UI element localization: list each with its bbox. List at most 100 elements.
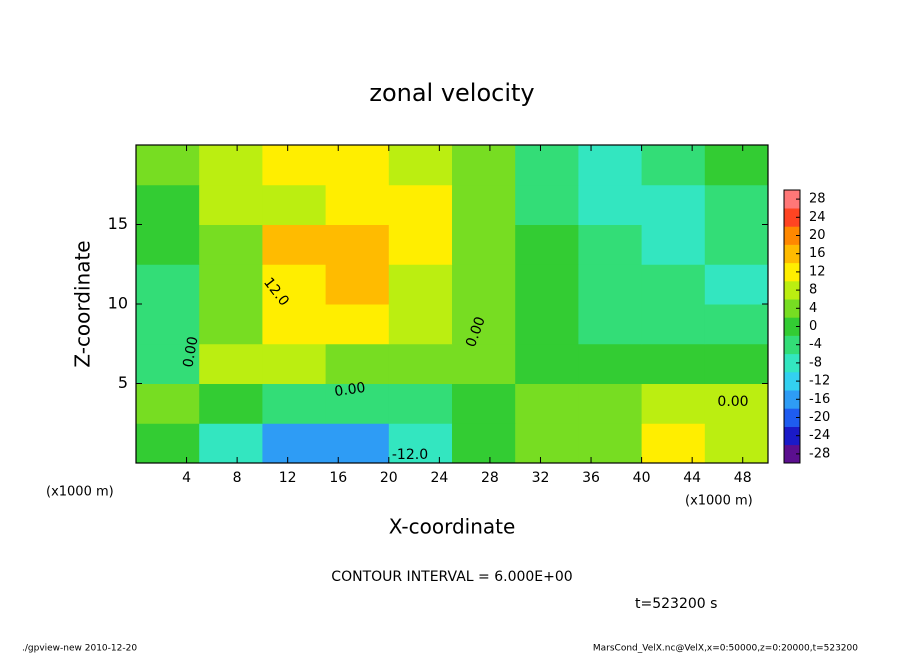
colorbar-tick-label: 0: [809, 319, 817, 334]
colorbar-tick-label: -20: [809, 410, 830, 425]
heatmap-cell: [578, 343, 643, 384]
heatmap-cell: [325, 383, 390, 424]
x-tick-label: 28: [481, 470, 499, 486]
colorbar-band: [784, 190, 800, 209]
x-tick-label: 40: [633, 470, 651, 486]
x-tick-label: 44: [683, 470, 701, 486]
colorbar-tick-label: -12: [809, 374, 830, 389]
heatmap-cell: [136, 304, 200, 345]
heatmap-cell: [578, 264, 643, 305]
colorbar-band: [784, 408, 800, 427]
x-tick-label: 20: [380, 470, 398, 486]
colorbar-tick-label: -16: [809, 392, 830, 407]
heatmap-cell: [704, 224, 769, 265]
heatmap-cell: [578, 304, 643, 345]
heatmap-cell: [388, 343, 453, 384]
footer-left: ./gpview-new 2010-12-20: [22, 644, 137, 654]
x-tick-label: 16: [329, 470, 347, 486]
colorbar-tick-label: -24: [809, 428, 830, 443]
x-tick-label: 4: [182, 470, 191, 486]
heatmap-cell: [199, 304, 263, 345]
heatmap-cell: [578, 423, 643, 464]
heatmap-cell: [641, 184, 706, 225]
heatmap-cell: [388, 264, 453, 305]
heatmap-cell: [641, 224, 706, 265]
colorbar-band: [784, 390, 800, 409]
heatmap-cell: [452, 264, 516, 305]
heatmap-cell: [641, 264, 706, 305]
colorbar-tick-label: -28: [809, 446, 830, 461]
contour-label: 0.00: [333, 380, 366, 400]
colorbar-band: [784, 208, 800, 227]
heatmap-cell: [388, 224, 453, 265]
contour-label: 0.00: [180, 335, 201, 368]
heatmap-cell: [515, 383, 579, 424]
heatmap-cell: [388, 383, 453, 424]
x-tick-label: 8: [233, 470, 242, 486]
heatmap-cell: [325, 264, 390, 305]
heatmap-cell: [325, 423, 390, 464]
colorbar-band: [784, 353, 800, 373]
heatmap-cell: [641, 343, 706, 384]
colorbar-band: [784, 372, 800, 391]
heatmap-cell: [199, 145, 263, 186]
time-label: t=523200 s: [635, 596, 717, 612]
heatmap-cell: [262, 343, 327, 384]
colorbar-band: [784, 262, 800, 282]
heatmap-cell: [704, 304, 769, 345]
heatmap-cell: [641, 145, 706, 186]
heatmap-cell: [452, 343, 516, 384]
colorbar-tick-label: 20: [809, 228, 826, 243]
heatmap-cell: [136, 383, 200, 424]
colorbar-band: [784, 335, 800, 355]
heatmap-cell: [452, 304, 516, 345]
heatmap-cell: [136, 423, 200, 464]
heatmap-cell: [262, 184, 327, 225]
heatmap-cell: [262, 224, 327, 265]
colorbar-tick-label: 16: [809, 246, 826, 261]
heatmap-cell: [704, 383, 769, 424]
heatmap-cell: [452, 184, 516, 225]
y-unit: (x1000 m): [46, 485, 114, 500]
colorbar-band: [784, 444, 800, 464]
heatmap-cell: [325, 343, 390, 384]
heatmap-cell: [136, 343, 200, 384]
contour-interval: CONTOUR INTERVAL = 6.000E+00: [331, 569, 572, 585]
x-tick-label: 12: [279, 470, 297, 486]
heatmap-cell: [262, 264, 327, 305]
colorbar-band: [784, 317, 800, 336]
heatmap-cell: [388, 304, 453, 345]
heatmap-cell: [199, 264, 263, 305]
x-tick-label: 24: [430, 470, 448, 486]
y-tick-label: 5: [118, 373, 128, 392]
colorbar-band: [784, 299, 800, 318]
heatmap-cell: [199, 184, 263, 225]
heatmap-cell: [641, 423, 706, 464]
heatmap-cell: [136, 145, 200, 186]
heatmap-cell: [388, 145, 453, 186]
heatmap-cell: [704, 145, 769, 186]
colorbar-tick-label: 28: [809, 192, 826, 207]
x-tick-label: 32: [532, 470, 550, 486]
heatmap-cell: [704, 343, 769, 384]
heatmap-cell: [452, 423, 516, 464]
contour-label: -12.0: [392, 447, 428, 463]
heatmap-cell: [262, 383, 327, 424]
contour-label: 0.00: [717, 394, 748, 410]
heatmap-cell: [262, 304, 327, 345]
heatmap-cell: [704, 264, 769, 305]
colorbar-band: [784, 244, 800, 264]
heatmap-cell: [262, 423, 327, 464]
footer-right: MarsCond_VelX.nc@VelX,x=0:50000,z=0:2000…: [593, 644, 858, 654]
colorbar-tick-label: 24: [809, 210, 826, 225]
heatmap-cell: [515, 224, 579, 265]
heatmap-cell: [452, 145, 516, 186]
heatmap-cell: [199, 224, 263, 265]
heatmap-cell: [641, 304, 706, 345]
x-tick-label: 48: [734, 470, 752, 486]
heatmap-cell: [388, 423, 453, 464]
heatmap-cell: [515, 145, 579, 186]
heatmap-cell: [452, 224, 516, 265]
heatmap-cell: [325, 304, 390, 345]
heatmap-cell: [578, 145, 643, 186]
